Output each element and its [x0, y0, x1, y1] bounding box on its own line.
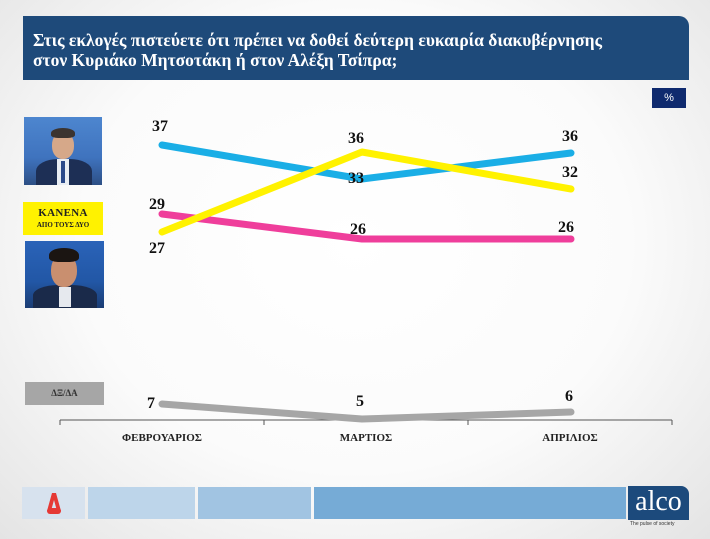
label-tsipras-apr: 26 [558, 219, 574, 236]
label-mitsotakis-feb: 37 [152, 118, 168, 135]
x-tick-feb: ΦΕΒΡΟΥΑΡΙΟΣ [122, 432, 202, 444]
label-dk-mar: 5 [356, 393, 364, 410]
unit-badge: % [652, 88, 686, 108]
label-dk-apr: 6 [565, 388, 573, 405]
label-tsipras-feb: 29 [149, 196, 165, 213]
label-none-feb: 27 [149, 240, 165, 257]
alpha-logo-icon [47, 493, 61, 514]
footer-band-2 [198, 487, 311, 519]
series-mitsotakis-line [158, 141, 575, 183]
title-line-1: Στις εκλογές πιστεύετε ότι πρέπει να δοθ… [33, 30, 602, 50]
label-mitsotakis-mar: 33 [348, 170, 364, 187]
mitsotakis-photo [24, 117, 102, 185]
alpha-news-logo [22, 487, 85, 519]
legend-dk: ΔΞ/ΔΑ [25, 382, 104, 405]
legend-none-label: ΚΑΝΕΝΑ [38, 207, 88, 219]
legend-none-sublabel: ΑΠΟ ΤΟΥΣ ΔΥΟ [36, 221, 90, 229]
series-dk-line [158, 400, 575, 423]
series-none-line [158, 148, 575, 236]
tsipras-photo [25, 241, 104, 308]
footer-band-1 [88, 487, 195, 519]
footer-band-3 [314, 487, 626, 519]
label-none-apr: 32 [562, 164, 578, 181]
chart-title: Στις εκλογές πιστεύετε ότι πρέπει να δοθ… [23, 16, 689, 80]
series-tsipras-line [158, 210, 575, 243]
label-tsipras-mar: 26 [350, 221, 366, 238]
label-dk-feb: 7 [147, 395, 155, 412]
label-none-mar: 36 [348, 130, 364, 147]
title-line-2: στον Κυριάκο Μητσοτάκη ή στον Αλέξη Τσίπ… [33, 50, 398, 70]
alco-tagline: The pulse of society [630, 521, 675, 527]
x-tick-mar: ΜΑΡΤΙΟΣ [339, 432, 393, 444]
x-tick-apr: ΑΠΡΙΛΙΟΣ [542, 432, 598, 444]
label-mitsotakis-apr: 36 [562, 128, 578, 145]
legend-none: ΚΑΝΕΝΑ ΑΠΟ ΤΟΥΣ ΔΥΟ [23, 202, 103, 235]
alco-logo: alco [628, 486, 689, 520]
